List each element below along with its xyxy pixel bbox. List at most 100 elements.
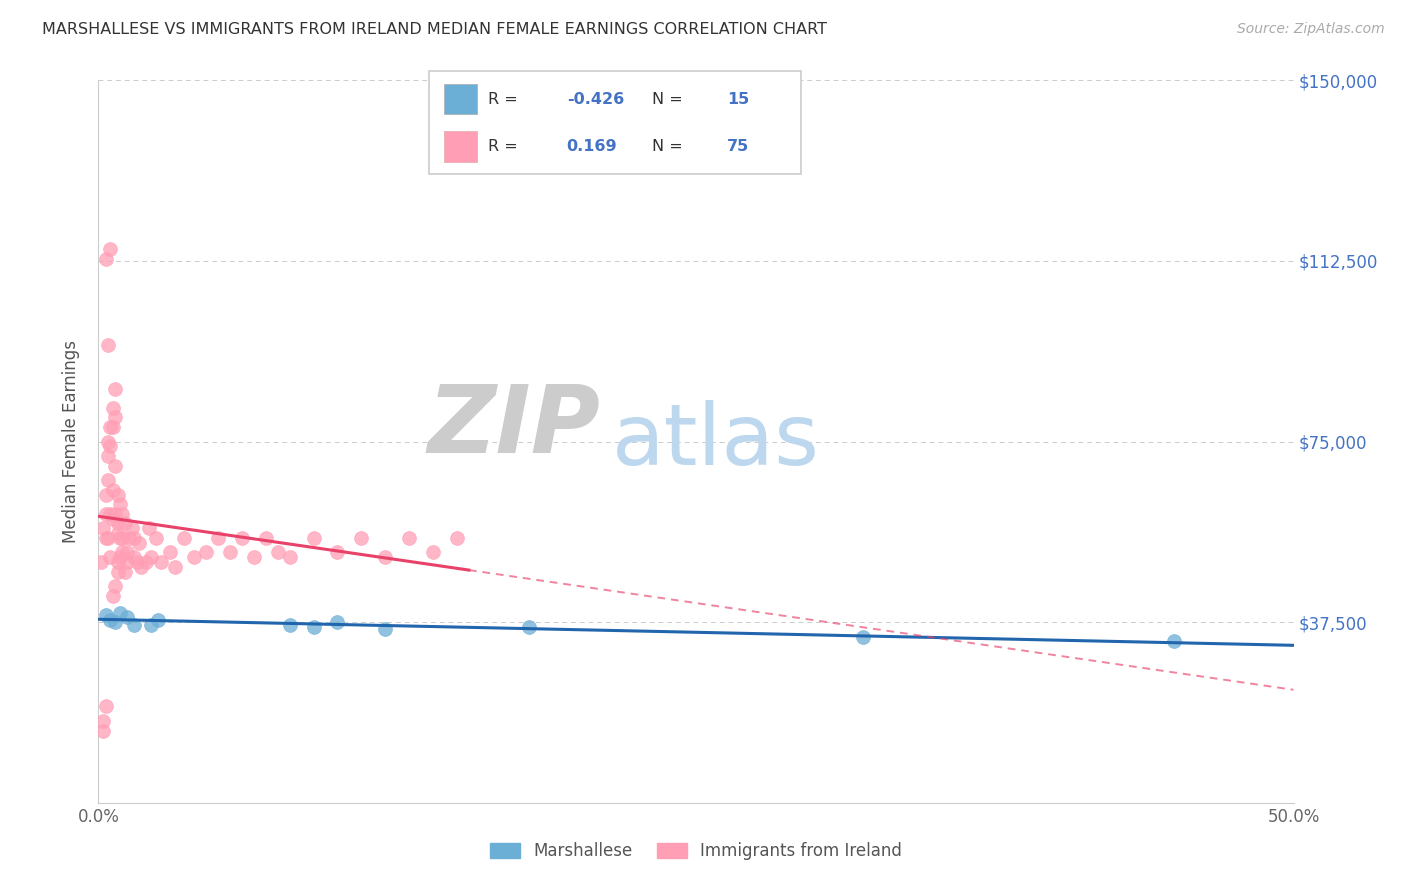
Text: -0.426: -0.426 <box>567 92 624 106</box>
Point <box>107 565 129 579</box>
Point <box>128 535 150 549</box>
Point <box>118 531 141 545</box>
Point <box>91 521 114 535</box>
Point <box>517 620 540 634</box>
Point <box>125 555 148 569</box>
Text: MARSHALLESE VS IMMIGRANTS FROM IRELAND MEDIAN FEMALE EARNINGS CORRELATION CHART: MARSHALLESE VS IMMIGRANTS FROM IRELAND M… <box>42 22 827 37</box>
Point <box>131 559 153 574</box>
Point <box>107 555 129 569</box>
Point <box>115 555 138 569</box>
Point <box>278 617 301 632</box>
Point <box>107 516 129 531</box>
Point <box>98 613 122 627</box>
Point <box>108 531 131 545</box>
Point <box>302 531 325 545</box>
Point <box>422 545 444 559</box>
Point <box>108 606 131 620</box>
Point <box>94 699 117 714</box>
Point <box>254 531 277 545</box>
Point <box>111 507 134 521</box>
Text: N =: N = <box>652 139 689 153</box>
Point <box>94 507 117 521</box>
Point <box>94 531 117 545</box>
Point <box>278 550 301 565</box>
Point <box>398 531 420 545</box>
Point <box>97 449 120 463</box>
Point <box>91 714 114 728</box>
Point <box>98 420 122 434</box>
Point <box>149 555 172 569</box>
Point <box>101 589 124 603</box>
Point <box>446 531 468 545</box>
Point <box>163 559 186 574</box>
Point <box>108 497 131 511</box>
Point <box>135 555 157 569</box>
FancyBboxPatch shape <box>429 71 801 174</box>
Point <box>852 630 875 644</box>
Point <box>326 545 349 559</box>
Point <box>114 565 136 579</box>
Point <box>1163 634 1185 648</box>
FancyBboxPatch shape <box>444 131 477 161</box>
Text: N =: N = <box>652 92 689 106</box>
Point <box>374 550 396 565</box>
Point <box>101 401 124 415</box>
Point <box>183 550 205 565</box>
Point <box>91 723 114 738</box>
Point <box>104 458 127 473</box>
Point <box>138 521 160 535</box>
Point <box>97 473 120 487</box>
Point <box>173 531 195 545</box>
Point <box>111 545 134 559</box>
Point <box>326 615 349 630</box>
Point <box>124 617 146 632</box>
Point <box>145 531 167 545</box>
Point <box>94 252 117 266</box>
Point <box>267 545 290 559</box>
Point <box>115 610 138 624</box>
Point <box>207 531 229 545</box>
Point <box>104 382 127 396</box>
Text: R =: R = <box>488 139 523 153</box>
Point <box>101 511 124 525</box>
Point <box>98 507 122 521</box>
Point <box>121 521 143 535</box>
Text: Source: ZipAtlas.com: Source: ZipAtlas.com <box>1237 22 1385 37</box>
Text: ZIP: ZIP <box>427 381 600 473</box>
Point <box>374 623 396 637</box>
Point <box>148 613 170 627</box>
Y-axis label: Median Female Earnings: Median Female Earnings <box>62 340 80 543</box>
Point <box>104 410 127 425</box>
Point <box>101 483 124 497</box>
Point <box>104 507 127 521</box>
Point <box>219 545 242 559</box>
Point <box>111 531 134 545</box>
Point <box>94 487 117 501</box>
Point <box>139 550 162 565</box>
Point <box>114 516 136 531</box>
Point <box>94 607 117 622</box>
Point <box>159 545 181 559</box>
Text: 0.169: 0.169 <box>567 139 617 153</box>
Point <box>97 531 120 545</box>
Point <box>107 487 129 501</box>
Text: 75: 75 <box>727 139 749 153</box>
Point <box>104 579 127 593</box>
Point <box>98 439 122 453</box>
Point <box>97 434 120 449</box>
Point <box>124 531 146 545</box>
Point <box>90 555 112 569</box>
Point <box>195 545 218 559</box>
Point <box>104 615 127 630</box>
Point <box>107 526 129 541</box>
Point <box>350 531 373 545</box>
Legend: Marshallese, Immigrants from Ireland: Marshallese, Immigrants from Ireland <box>482 836 910 867</box>
Point <box>108 550 131 565</box>
Text: R =: R = <box>488 92 523 106</box>
Point <box>124 550 146 565</box>
Point <box>98 242 122 256</box>
Point <box>101 420 124 434</box>
Point <box>231 531 253 545</box>
Point <box>115 545 138 559</box>
Point <box>302 620 325 634</box>
